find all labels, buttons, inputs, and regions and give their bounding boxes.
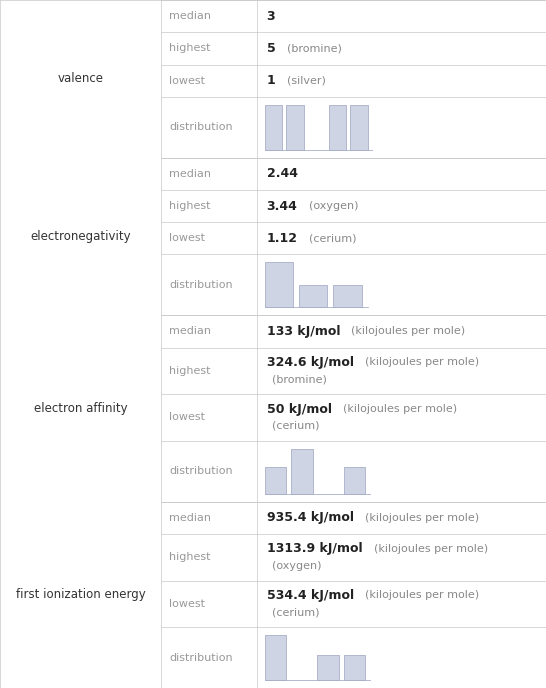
Text: distribution: distribution: [169, 652, 233, 663]
Bar: [299, 285, 327, 308]
Text: lowest: lowest: [169, 413, 205, 422]
Bar: [334, 285, 361, 308]
Text: 1: 1: [266, 74, 275, 87]
Text: (kilojoules per mole): (kilojoules per mole): [365, 513, 479, 523]
Bar: [265, 105, 282, 150]
Text: (kilojoules per mole): (kilojoules per mole): [365, 590, 479, 601]
Text: 1313.9 kJ/mol: 1313.9 kJ/mol: [266, 542, 362, 555]
Bar: [286, 105, 304, 150]
Text: highest: highest: [169, 201, 211, 211]
Text: electron affinity: electron affinity: [34, 402, 127, 415]
Text: 5: 5: [266, 42, 275, 55]
Text: electronegativity: electronegativity: [30, 230, 131, 243]
Text: valence: valence: [57, 72, 104, 85]
Text: (bromine): (bromine): [271, 374, 327, 385]
Text: 3: 3: [266, 10, 275, 23]
Text: lowest: lowest: [169, 599, 205, 609]
Bar: [317, 655, 339, 680]
Text: (kilojoules per mole): (kilojoules per mole): [352, 327, 466, 336]
Text: (cerium): (cerium): [271, 608, 319, 617]
Text: highest: highest: [169, 366, 211, 376]
Text: median: median: [169, 327, 211, 336]
Text: distribution: distribution: [169, 466, 233, 476]
Text: (kilojoules per mole): (kilojoules per mole): [373, 544, 488, 554]
Text: (bromine): (bromine): [287, 43, 341, 54]
Text: highest: highest: [169, 43, 211, 54]
Text: lowest: lowest: [169, 233, 205, 244]
Text: first ionization energy: first ionization energy: [16, 588, 145, 601]
Text: (oxygen): (oxygen): [271, 561, 321, 570]
Text: 935.4 kJ/mol: 935.4 kJ/mol: [266, 511, 354, 524]
Bar: [329, 105, 347, 150]
Bar: [351, 105, 368, 150]
Text: 133 kJ/mol: 133 kJ/mol: [266, 325, 340, 338]
Bar: [344, 655, 365, 680]
Text: median: median: [169, 513, 211, 523]
Text: distribution: distribution: [169, 122, 233, 132]
Text: 1.12: 1.12: [266, 232, 298, 245]
Text: 50 kJ/mol: 50 kJ/mol: [266, 402, 331, 416]
Text: distribution: distribution: [169, 280, 233, 290]
Text: (cerium): (cerium): [309, 233, 357, 244]
Text: (kilojoules per mole): (kilojoules per mole): [365, 358, 479, 367]
Text: 3.44: 3.44: [266, 200, 298, 213]
Text: 534.4 kJ/mol: 534.4 kJ/mol: [266, 589, 354, 602]
Text: median: median: [169, 11, 211, 21]
Bar: [265, 262, 293, 308]
Bar: [265, 466, 286, 494]
Text: highest: highest: [169, 552, 211, 562]
Text: 2.44: 2.44: [266, 167, 298, 180]
Text: (oxygen): (oxygen): [308, 201, 358, 211]
Bar: [344, 466, 365, 494]
Text: lowest: lowest: [169, 76, 205, 85]
Bar: [265, 635, 286, 680]
Text: 324.6 kJ/mol: 324.6 kJ/mol: [266, 356, 354, 369]
Text: median: median: [169, 169, 211, 179]
Text: (cerium): (cerium): [271, 421, 319, 431]
Text: (kilojoules per mole): (kilojoules per mole): [343, 404, 457, 414]
Text: (silver): (silver): [287, 76, 325, 85]
Bar: [291, 449, 313, 494]
